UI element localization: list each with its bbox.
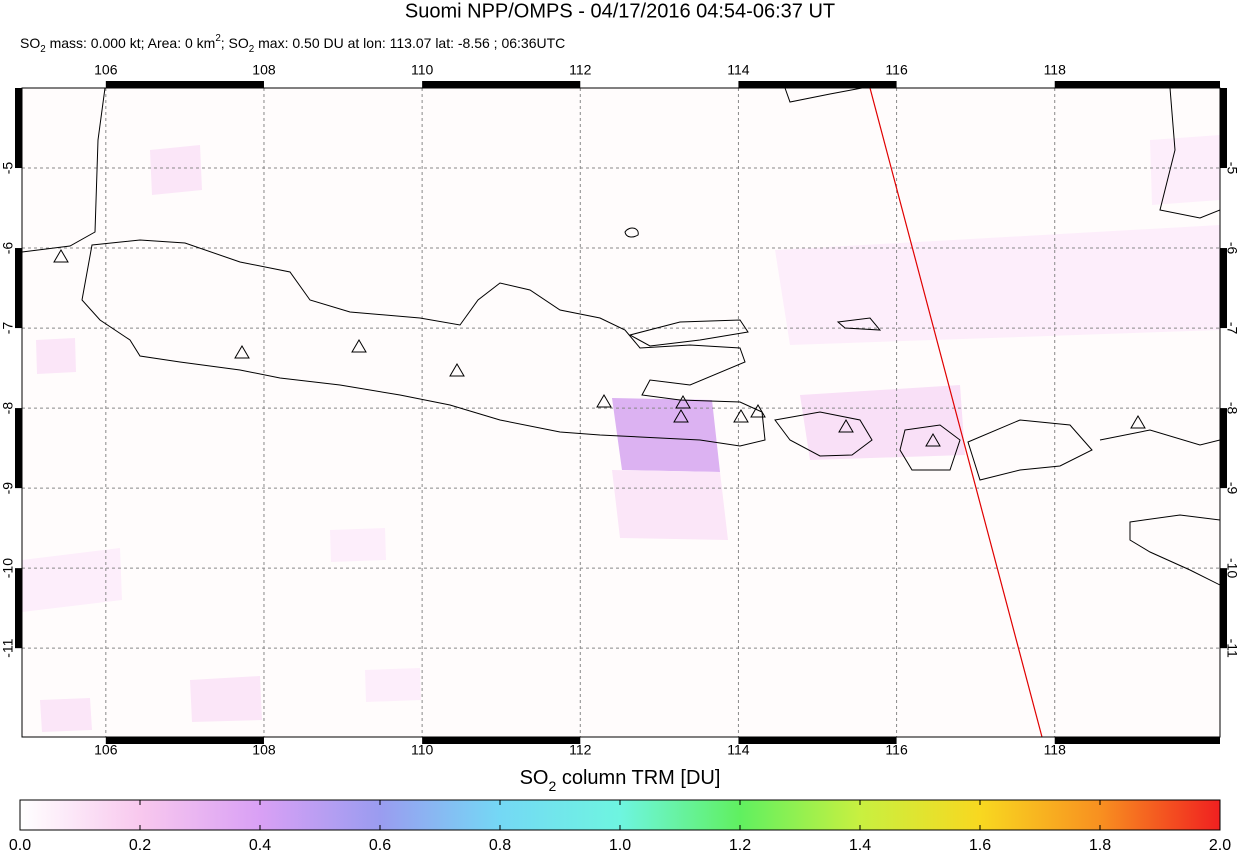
y-tick-label: -5 xyxy=(1224,162,1239,175)
x-tick-label: 118 xyxy=(1044,742,1067,758)
frame-bar xyxy=(1220,568,1227,649)
orbit-track xyxy=(869,87,1043,738)
y-tick-label: -11 xyxy=(0,638,16,657)
frame-bar xyxy=(15,248,22,329)
frame-bar xyxy=(738,81,897,88)
text-part: column TRM [DU] xyxy=(556,767,720,789)
frame-bar xyxy=(15,408,22,489)
colorbar-tick-label: 1.0 xyxy=(609,837,631,854)
x-tick-label: 110 xyxy=(411,62,434,78)
y-tick-label: -11 xyxy=(1224,639,1239,658)
colorbar: 0.0 0.2 0.4 0.6 0.8 1.0 1.2 1.4 1.6 1.8 2.0 xyxy=(9,799,1231,854)
frame-bar xyxy=(1054,81,1220,88)
y-tick-label: -7 xyxy=(0,322,16,335)
x-tick-label: 106 xyxy=(94,742,118,758)
frame-bar xyxy=(1220,88,1227,169)
y-tick-label: -9 xyxy=(0,482,16,495)
text-part: mass: 0.000 kt; Area: 0 km xyxy=(46,35,216,51)
colorbar-tick-label: 1.6 xyxy=(969,837,991,854)
x-tick-label: 106 xyxy=(94,62,118,78)
text-part: ; SO xyxy=(221,35,249,51)
x-tick-label: 108 xyxy=(252,62,276,78)
x-tick-label: 118 xyxy=(1044,62,1067,78)
colorbar-tick-label: 1.4 xyxy=(849,837,871,854)
colorbar-tick-label: 0.0 xyxy=(9,837,31,854)
text-part: max: 0.50 DU at lon: 113.07 lat: -8.56 ;… xyxy=(254,35,565,51)
text-part: SO xyxy=(20,35,40,51)
frame-bar xyxy=(1054,737,1220,744)
x-tick-label: 116 xyxy=(885,62,908,78)
x-tick-label: 112 xyxy=(569,742,592,758)
text-part: SO xyxy=(520,767,549,789)
frame-bar xyxy=(105,81,264,88)
frame-bar xyxy=(1220,408,1227,489)
colorbar-tick-label: 0.6 xyxy=(369,837,391,854)
x-tick-label: 114 xyxy=(727,742,750,758)
text-part: 2 xyxy=(215,33,220,44)
colorbar-tick-label: 0.2 xyxy=(129,837,151,854)
y-tick-label: -8 xyxy=(0,402,16,415)
grid xyxy=(22,88,1220,737)
frame-bar xyxy=(738,737,897,744)
y-tick-label: -6 xyxy=(0,242,16,255)
chart-subtitle: SO2 mass: 0.000 kt; Area: 0 km2; SO2 max… xyxy=(20,33,565,55)
frame-bar xyxy=(15,88,22,169)
y-tick-label: -7 xyxy=(1224,322,1239,335)
y-tick-label: -10 xyxy=(0,558,16,578)
frame-bar xyxy=(422,81,581,88)
y-tick-label: -6 xyxy=(1224,242,1239,255)
chart-title: Suomi NPP/OMPS - 04/17/2016 04:54-06:37 … xyxy=(405,0,835,22)
x-tick-label: 114 xyxy=(727,62,750,78)
frame-bar xyxy=(15,568,22,649)
frame-bar xyxy=(1220,248,1227,329)
x-tick-label: 116 xyxy=(885,742,908,758)
text-part: 2 xyxy=(249,44,254,55)
volcano-markers xyxy=(53,249,1146,447)
x-tick-label: 112 xyxy=(569,62,592,78)
y-tick-label: -9 xyxy=(1224,482,1239,495)
colorbar-tick-label: 0.8 xyxy=(489,837,511,854)
coastlines xyxy=(22,88,1220,586)
x-tick-label: 108 xyxy=(252,742,276,758)
colorbar-tick-label: 2.0 xyxy=(1209,837,1231,854)
y-tick-label: -10 xyxy=(1224,558,1239,578)
so2-pixels xyxy=(22,135,1220,732)
text-part: 2 xyxy=(549,778,557,794)
frame-bar xyxy=(105,737,264,744)
y-tick-label: -8 xyxy=(1224,402,1239,415)
colorbar-label: SO2 column TRM [DU] xyxy=(520,767,721,793)
x-tick-label: 110 xyxy=(411,742,434,758)
y-tick-label: -5 xyxy=(0,162,16,175)
frame-bar xyxy=(422,737,581,744)
colorbar-tick-label: 0.4 xyxy=(249,837,271,854)
colorbar-tick-label: 1.8 xyxy=(1089,837,1111,854)
text-part: 2 xyxy=(40,44,45,55)
colorbar-tick-label: 1.2 xyxy=(729,837,751,854)
map-frame xyxy=(15,81,1227,744)
